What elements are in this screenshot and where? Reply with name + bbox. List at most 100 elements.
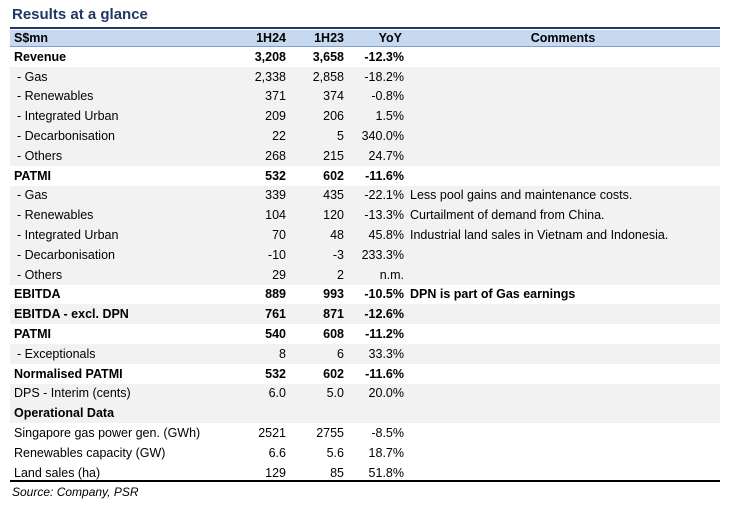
page-title: Results at a glance (12, 6, 148, 23)
source-note: Source: Company, PSR (12, 485, 139, 499)
row-label: - Decarbonisation (17, 129, 115, 144)
row-label: Land sales (ha) (14, 465, 101, 480)
table-row: - Gas 2,338 2,858 -18.2% (10, 66, 720, 87)
table-row: Renewables capacity (GW) 6.6 5.6 18.7% (10, 443, 720, 463)
row-value-1h24: 3,208 (254, 49, 286, 64)
row-comment: Industrial land sales in Vietnam and Ind… (410, 228, 669, 243)
row-value-1h24: 70 (272, 228, 286, 243)
row-comment (406, 423, 720, 443)
row-comment (406, 67, 720, 87)
table-row: - Others 29 2 n.m. (10, 264, 720, 285)
row-value-yoy: -11.6% (365, 366, 404, 381)
row-label: - Integrated Urban (17, 109, 119, 124)
row-label: EBITDA (14, 287, 61, 302)
table-row: - Decarbonisation -10 -3 233.3% (10, 244, 720, 265)
row-value-1h24: 8 (279, 346, 286, 361)
row-comment: Less pool gains and maintenance costs. (410, 188, 633, 203)
row-comment (406, 384, 720, 404)
row-value-yoy: 51.8% (368, 465, 404, 480)
row-value-1h24: 532 (265, 366, 286, 381)
row-label: - Decarbonisation (17, 247, 115, 262)
table-row: Singapore gas power gen. (GWh) 2521 2755 -8… (10, 423, 720, 443)
table-row: Revenue 3,208 3,658 -12.3% (10, 47, 720, 67)
row-comment (406, 324, 720, 344)
row-value-yoy: 18.7% (368, 445, 404, 460)
row-value-1h23: 993 (323, 287, 344, 302)
table-row: - Exceptionals 8 6 33.3% (10, 343, 720, 364)
table-header: S$mn 1H24 1H23 YoY Comments (10, 30, 720, 47)
row-value-yoy: 33.3% (368, 346, 404, 361)
row-value-1h24: 889 (265, 287, 286, 302)
row-value-1h23: 6 (337, 346, 344, 361)
row-label: - Renewables (17, 89, 94, 104)
row-value-yoy: 233.3% (361, 247, 404, 262)
header-1h23: 1H23 (290, 30, 348, 47)
table-row: EBITDA - excl. DPN 761 871 -12.6% (10, 304, 720, 325)
row-comment (406, 304, 720, 324)
row-label: - Renewables (17, 208, 94, 223)
row-value-1h23: 120 (323, 208, 344, 223)
table-row: Operational Data (10, 403, 720, 424)
table-row: Normalised PATMI 532 602 -11.6% (10, 364, 720, 384)
row-label: Operational Data (14, 406, 115, 421)
table-row: PATMI 532 602 -11.6% (10, 166, 720, 186)
row-comment (406, 245, 720, 265)
table-row: - Renewables 371 374 -0.8% (10, 86, 720, 107)
results-table: S$mn 1H24 1H23 YoY Comments Revenue 3,208… (10, 30, 720, 483)
row-value-1h23: 602 (323, 366, 344, 381)
row-value-yoy: 24.7% (368, 148, 404, 163)
row-label: PATMI (14, 168, 52, 183)
row-comment (406, 146, 720, 166)
row-value-1h23: 5 (337, 129, 344, 144)
row-label: Normalised PATMI (14, 366, 123, 381)
row-label: - Others (17, 148, 63, 163)
row-value-yoy: -0.8% (371, 89, 404, 104)
row-value-1h24: 6.6 (268, 445, 286, 460)
row-value-1h23: 48 (330, 228, 344, 243)
row-comment (406, 265, 720, 285)
row-value-1h23: 2 (337, 267, 344, 282)
row-value-1h23: 374 (323, 89, 344, 104)
row-value-1h23: 2,858 (312, 69, 344, 84)
row-value-1h23: 608 (323, 327, 344, 342)
row-value-yoy: 45.8% (368, 228, 404, 243)
row-label: - Integrated Urban (17, 228, 119, 243)
row-value-yoy: -11.6% (365, 168, 404, 183)
row-value-yoy: n.m. (379, 267, 404, 282)
row-label: - Exceptionals (17, 346, 96, 361)
row-value-1h24: 339 (265, 188, 286, 203)
row-label: Singapore gas power gen. (GWh) (14, 426, 201, 441)
row-value-yoy (348, 403, 406, 423)
row-comment: Curtailment of demand from China. (410, 208, 605, 223)
row-value-1h24: 540 (265, 327, 286, 342)
row-value-1h23: 5.0 (326, 386, 344, 401)
row-comment (406, 443, 720, 463)
row-value-yoy: -12.6% (364, 307, 404, 322)
row-value-1h24: 129 (265, 465, 286, 480)
row-value-yoy: 340.0% (361, 129, 404, 144)
row-comment (406, 47, 720, 67)
table-row: PATMI 540 608 -11.2% (10, 324, 720, 344)
row-value-1h24: 532 (265, 168, 286, 183)
table-row: Land sales (ha) 129 85 51.8% (10, 463, 720, 483)
table-row: EBITDA 889 993 -10.5% DPN is part of Gas ear… (10, 285, 720, 305)
row-value-yoy: 1.5% (375, 109, 405, 124)
row-value-1h23: 206 (323, 109, 344, 124)
header-label: S$mn (10, 30, 232, 47)
table-row: - Decarbonisation 22 5 340.0% (10, 126, 720, 146)
row-value-yoy: -18.2% (364, 69, 404, 84)
header-row: S$mn 1H24 1H23 YoY Comments (10, 30, 720, 47)
row-comment: DPN is part of Gas earnings (410, 287, 576, 302)
table-bottom-divider (10, 480, 720, 482)
row-value-yoy: -11.2% (365, 327, 404, 342)
row-value-1h23: 5.6 (326, 445, 344, 460)
row-value-1h24: 761 (265, 307, 286, 322)
row-value-yoy: -22.1% (364, 188, 404, 203)
table-body: Revenue 3,208 3,658 -12.3% - Gas 2,338 2,858-… (10, 47, 720, 483)
row-value-1h23: -3 (332, 247, 344, 262)
row-value-1h24: 29 (272, 267, 286, 282)
row-label: - Gas (17, 188, 48, 203)
row-value-yoy: -12.3% (364, 49, 404, 64)
row-comment (406, 166, 720, 186)
row-value-yoy: -8.5% (371, 426, 404, 441)
